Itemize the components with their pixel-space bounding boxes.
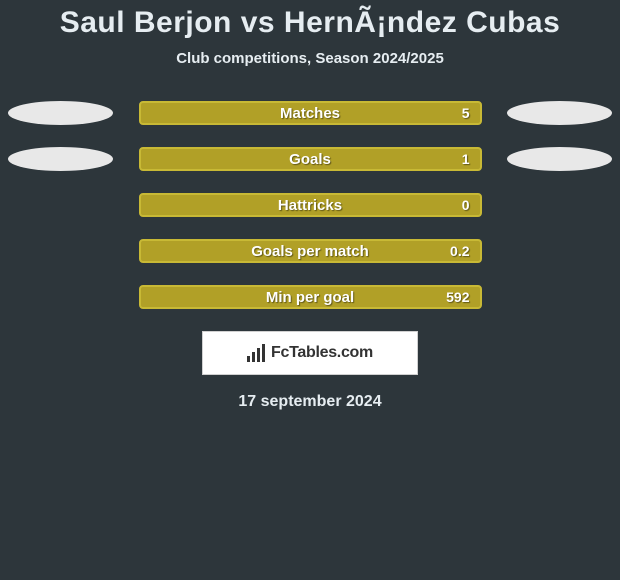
stat-row: Hattricks 0 <box>0 193 620 217</box>
stat-label: Matches <box>280 105 340 122</box>
stat-bar: Min per goal 592 <box>139 285 482 309</box>
player-left-pill <box>8 101 113 125</box>
bar-chart-icon <box>247 344 265 362</box>
fctables-logo[interactable]: FcTables.com <box>202 331 418 375</box>
player-left-pill <box>8 147 113 171</box>
stat-row: Matches 5 <box>0 101 620 125</box>
player-right-pill <box>507 101 612 125</box>
stat-bar: Matches 5 <box>139 101 482 125</box>
date-label: 17 september 2024 <box>238 393 381 411</box>
stat-label: Min per goal <box>266 289 354 306</box>
stat-label: Goals per match <box>251 243 369 260</box>
stat-label: Goals <box>289 151 331 168</box>
stat-label: Hattricks <box>278 197 342 214</box>
comparison-widget: Saul Berjon vs HernÃ¡ndez Cubas Club com… <box>0 0 620 411</box>
stat-row: Goals 1 <box>0 147 620 171</box>
page-title: Saul Berjon vs HernÃ¡ndez Cubas <box>60 6 561 40</box>
stat-bar: Goals 1 <box>139 147 482 171</box>
stat-bar: Goals per match 0.2 <box>139 239 482 263</box>
stat-row: Min per goal 592 <box>0 285 620 309</box>
logo-text: FcTables.com <box>271 344 373 362</box>
stat-row: Goals per match 0.2 <box>0 239 620 263</box>
subtitle: Club competitions, Season 2024/2025 <box>176 50 444 67</box>
stats-rows: Matches 5 Goals 1 Hattricks 0 Goals per match 0… <box>0 101 620 309</box>
stat-value: 1 <box>462 151 470 167</box>
stat-value: 0 <box>462 197 470 213</box>
stat-value: 0.2 <box>450 243 469 259</box>
stat-value: 592 <box>446 289 469 305</box>
stat-value: 5 <box>462 105 470 121</box>
stat-bar: Hattricks 0 <box>139 193 482 217</box>
player-right-pill <box>507 147 612 171</box>
